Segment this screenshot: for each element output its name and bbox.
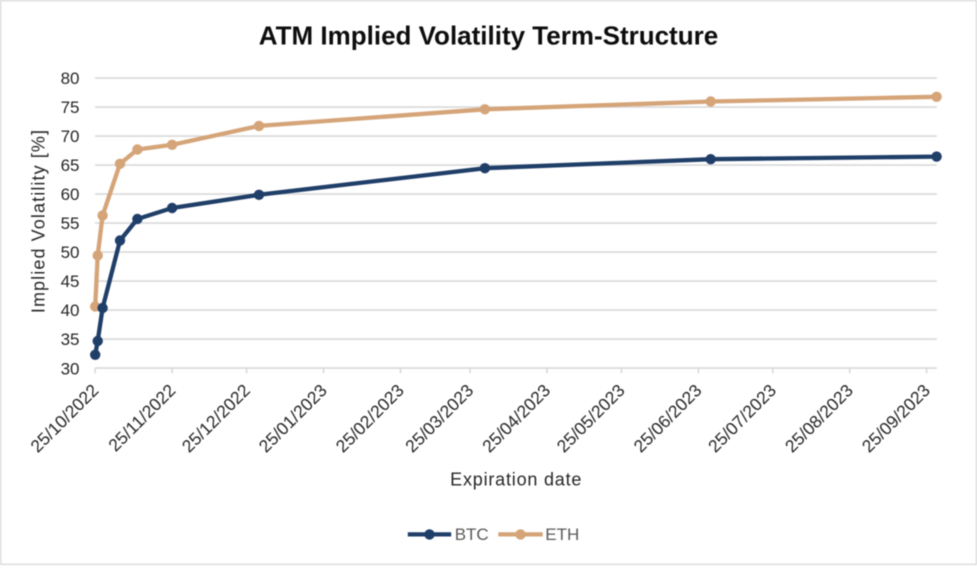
svg-text:55: 55 xyxy=(61,214,80,233)
svg-text:45: 45 xyxy=(61,272,80,291)
svg-text:ATM Implied Volatility Term-St: ATM Implied Volatility Term-Structure xyxy=(259,21,718,51)
svg-text:Expiration date: Expiration date xyxy=(450,469,582,489)
svg-text:40: 40 xyxy=(61,301,80,320)
svg-text:Implied Volatility [%]: Implied Volatility [%] xyxy=(29,129,49,313)
svg-text:75: 75 xyxy=(61,98,80,117)
svg-text:30: 30 xyxy=(61,359,80,378)
svg-text:65: 65 xyxy=(61,156,80,175)
svg-text:70: 70 xyxy=(61,127,80,146)
svg-text:60: 60 xyxy=(61,185,80,204)
svg-text:35: 35 xyxy=(61,330,80,349)
svg-text:80: 80 xyxy=(61,69,80,88)
svg-text:ETH: ETH xyxy=(545,525,579,544)
svg-text:50: 50 xyxy=(61,243,80,262)
svg-text:BTC: BTC xyxy=(455,525,489,544)
